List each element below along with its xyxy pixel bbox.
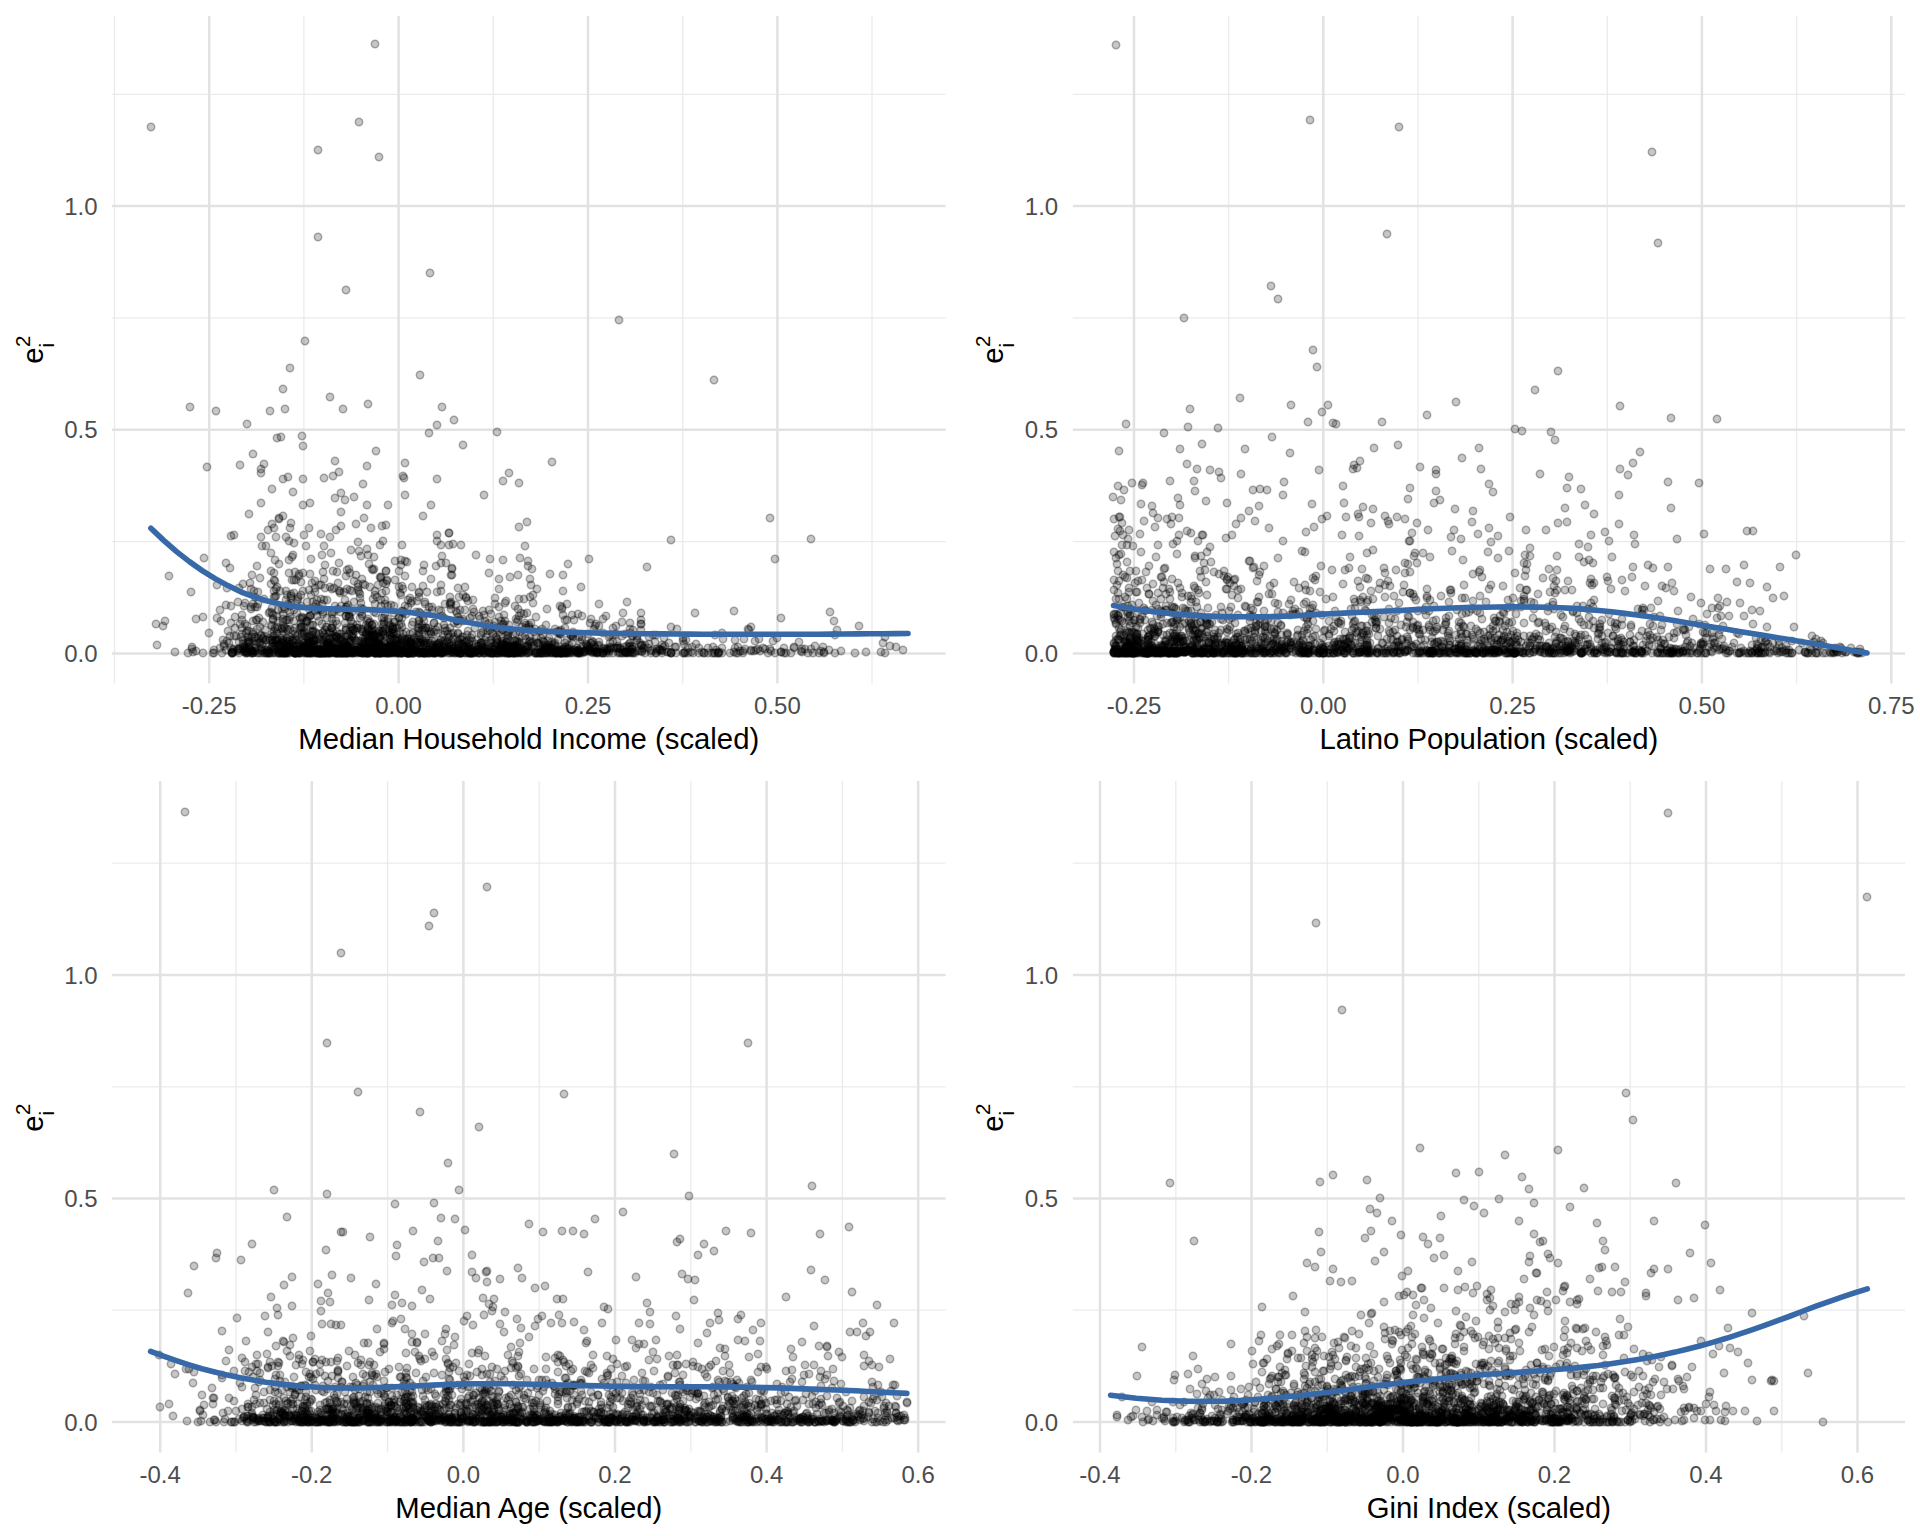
svg-text:-0.25: -0.25 xyxy=(182,692,237,719)
svg-text:0.25: 0.25 xyxy=(565,692,612,719)
svg-text:1.0: 1.0 xyxy=(1025,193,1058,220)
svg-text:0.0: 0.0 xyxy=(1025,640,1058,667)
svg-text:0.0: 0.0 xyxy=(447,1461,480,1488)
svg-text:0.50: 0.50 xyxy=(754,692,801,719)
svg-text:0.5: 0.5 xyxy=(64,1185,97,1212)
svg-text:0.00: 0.00 xyxy=(1300,692,1347,719)
svg-text:0.0: 0.0 xyxy=(1025,1409,1058,1436)
svg-text:0.0: 0.0 xyxy=(64,1409,97,1436)
svg-text:Median Household Income (scale: Median Household Income (scaled) xyxy=(298,722,759,755)
svg-text:-0.4: -0.4 xyxy=(1079,1461,1120,1488)
svg-text:0.6: 0.6 xyxy=(1841,1461,1874,1488)
svg-text:e: e xyxy=(976,1115,1009,1131)
svg-text:2: 2 xyxy=(971,1104,994,1115)
svg-text:e: e xyxy=(16,347,49,363)
svg-text:0.4: 0.4 xyxy=(1689,1461,1722,1488)
svg-text:Latino Population (scaled): Latino Population (scaled) xyxy=(1320,722,1659,755)
svg-text:0.75: 0.75 xyxy=(1868,692,1915,719)
svg-text:-0.2: -0.2 xyxy=(1231,1461,1272,1488)
svg-text:2: 2 xyxy=(11,336,34,347)
svg-text:-0.4: -0.4 xyxy=(140,1461,181,1488)
svg-text:0.4: 0.4 xyxy=(750,1461,783,1488)
svg-text:0.5: 0.5 xyxy=(1025,416,1058,443)
svg-text:0.2: 0.2 xyxy=(598,1461,631,1488)
svg-text:2: 2 xyxy=(11,1104,34,1115)
svg-text:-0.25: -0.25 xyxy=(1107,692,1162,719)
svg-text:i: i xyxy=(995,1111,1018,1116)
svg-text:1.0: 1.0 xyxy=(64,962,97,989)
svg-text:0.25: 0.25 xyxy=(1489,692,1536,719)
svg-text:i: i xyxy=(35,343,58,348)
svg-text:-0.2: -0.2 xyxy=(291,1461,332,1488)
svg-text:i: i xyxy=(35,1111,58,1116)
svg-text:0.5: 0.5 xyxy=(1025,1185,1058,1212)
svg-text:e: e xyxy=(16,1115,49,1131)
svg-text:1.0: 1.0 xyxy=(1025,962,1058,989)
svg-text:Median Age (scaled): Median Age (scaled) xyxy=(395,1491,662,1524)
svg-text:0.50: 0.50 xyxy=(1679,692,1726,719)
svg-text:0.0: 0.0 xyxy=(64,640,97,667)
svg-text:0.2: 0.2 xyxy=(1538,1461,1571,1488)
svg-text:0.5: 0.5 xyxy=(64,416,97,443)
svg-text:i: i xyxy=(995,343,1018,348)
svg-text:0.6: 0.6 xyxy=(902,1461,935,1488)
svg-text:2: 2 xyxy=(971,336,994,347)
svg-text:e: e xyxy=(976,347,1009,363)
svg-text:0.0: 0.0 xyxy=(1386,1461,1419,1488)
svg-text:0.00: 0.00 xyxy=(375,692,422,719)
svg-text:Gini Index (scaled): Gini Index (scaled) xyxy=(1367,1491,1611,1524)
svg-text:1.0: 1.0 xyxy=(64,193,97,220)
